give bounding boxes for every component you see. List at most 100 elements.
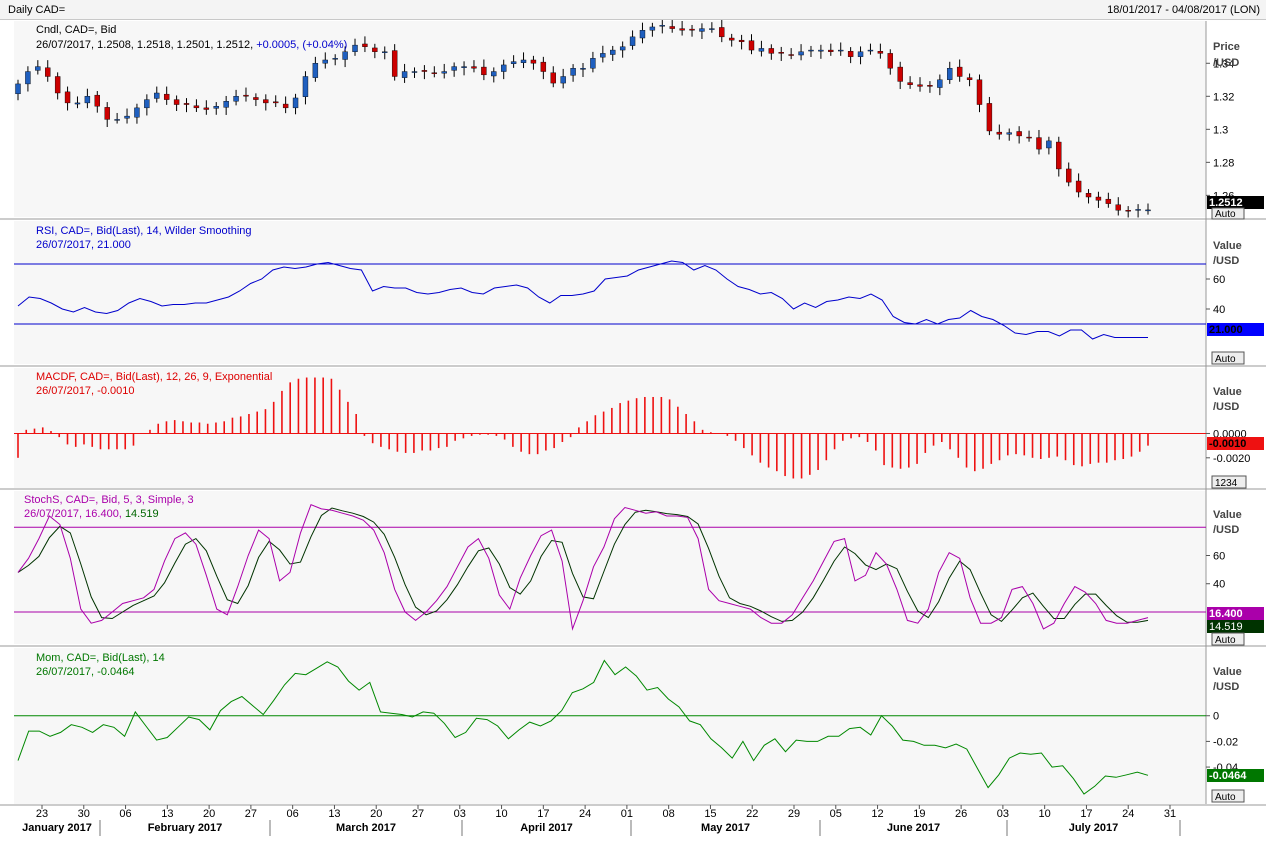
rsi-panel[interactable] <box>14 221 1206 364</box>
x-day-tick-label: 03 <box>997 808 1009 820</box>
macd-last-value: -0.0010 <box>1209 438 1246 450</box>
candle-body <box>411 71 418 73</box>
candle-body <box>114 119 120 121</box>
chart-canvas[interactable]: 1.261.281.31.321.3440600.0000-0.00204060… <box>0 20 1266 853</box>
x-day-tick-label: 12 <box>871 808 883 820</box>
candle-body <box>173 99 180 105</box>
candle-body <box>213 106 219 109</box>
mom-line <box>17 659 1149 795</box>
candle-body <box>649 26 656 31</box>
candle-body <box>451 66 457 71</box>
rsi-ytick-label: 40 <box>1213 304 1225 316</box>
window-title: Daily CAD= <box>8 4 66 16</box>
candle-body <box>560 76 566 84</box>
x-day-tick-label: 17 <box>537 808 549 820</box>
rsi-axis-title: Value <box>1213 240 1242 252</box>
stoch-axis-unit: /USD <box>1213 524 1239 536</box>
mom-auto-label: Auto <box>1215 792 1236 803</box>
candle-body <box>223 101 229 108</box>
price-auto-button[interactable] <box>1211 207 1245 220</box>
candle-body <box>104 107 110 120</box>
rsi-header: RSI, CAD=, Bid(Last), 14, Wilder Smoothi… <box>36 225 252 237</box>
rsi-ytick-label: 60 <box>1213 274 1225 286</box>
candle-body <box>312 63 319 78</box>
mom-ytick-label: 0 <box>1213 711 1219 723</box>
macd-scale-button[interactable] <box>1211 475 1247 489</box>
candle-body <box>986 103 993 132</box>
candle-body <box>1115 204 1121 211</box>
rsi-line <box>17 260 1148 340</box>
price-last-value-badge <box>1207 196 1264 209</box>
candle-body <box>659 25 665 27</box>
x-day-tick-label: 24 <box>1122 808 1134 820</box>
x-day-tick-label: 17 <box>1080 808 1092 820</box>
price-header: Cndl, CAD=, Bid <box>36 24 116 36</box>
x-day-tick-label: 24 <box>579 808 591 820</box>
candle-body <box>976 79 983 105</box>
candle-body <box>818 49 824 52</box>
price-ytick-label: 1.28 <box>1213 157 1234 169</box>
x-day-tick-label: 22 <box>746 808 758 820</box>
candle-body <box>391 50 398 77</box>
candle-body <box>590 58 596 69</box>
price-last-value: 1.2512 <box>1209 197 1243 209</box>
candle-body <box>64 91 71 104</box>
candle-body <box>847 51 854 57</box>
x-day-tick-label: 20 <box>203 808 215 820</box>
candle-body <box>699 28 705 32</box>
right-axis-background <box>1206 21 1266 804</box>
candle-body <box>15 83 21 95</box>
candle-body <box>35 66 41 71</box>
candle-body <box>94 94 100 107</box>
candle-body <box>600 53 606 58</box>
price-panel[interactable] <box>14 21 1206 217</box>
candle-body <box>332 58 338 60</box>
candle-body <box>431 72 438 74</box>
candle-body <box>253 97 259 100</box>
candle-body <box>273 101 279 104</box>
macd-axis-title: Value <box>1213 386 1242 398</box>
stoch-auto-button[interactable] <box>1211 632 1245 646</box>
candle-body <box>808 49 814 52</box>
macd-value-line: 26/07/2017, -0.0010 <box>36 385 134 397</box>
stoch-k-value-badge <box>1207 607 1264 620</box>
candle-body <box>1066 168 1072 183</box>
candle-body <box>570 68 576 76</box>
macd-header: MACDF, CAD=, Bid(Last), 12, 26, 9, Expon… <box>36 371 272 383</box>
candle-body <box>183 103 190 105</box>
macd-scale-label: 1234 <box>1215 478 1238 489</box>
rsi-last-value-badge <box>1207 323 1264 336</box>
candle-body <box>481 66 487 76</box>
rsi-auto-button[interactable] <box>1211 351 1245 365</box>
candle-body <box>1016 131 1022 137</box>
candle-body <box>233 96 239 102</box>
candle-body <box>709 28 715 30</box>
candle-body <box>540 61 547 72</box>
x-day-tick-label: 29 <box>788 808 800 820</box>
candle-body <box>758 48 765 52</box>
candle-body <box>947 68 953 80</box>
x-day-tick-label: 10 <box>1039 808 1051 820</box>
window-title-bar: Daily CAD= 18/01/2017 - 04/08/2017 (LON) <box>0 0 1266 20</box>
x-day-tick-label: 06 <box>287 808 299 820</box>
x-day-tick-label: 10 <box>495 808 507 820</box>
stoch-ytick-label: 40 <box>1213 579 1225 591</box>
macd-panel[interactable] <box>14 368 1206 488</box>
candle-body <box>748 40 755 51</box>
candle-body <box>580 68 586 70</box>
stoch-panel[interactable] <box>14 491 1206 644</box>
candle-body <box>54 76 61 94</box>
mom-panel[interactable] <box>14 648 1206 804</box>
x-day-tick-label: 30 <box>78 808 90 820</box>
candle-body <box>1125 210 1131 212</box>
x-day-tick-label: 19 <box>913 808 925 820</box>
candle-body <box>639 30 646 39</box>
mom-auto-button[interactable] <box>1211 789 1245 803</box>
x-day-tick-label: 01 <box>621 808 633 820</box>
candle-body <box>778 52 784 54</box>
candle-body <box>342 51 348 60</box>
candle-body <box>520 59 527 63</box>
candle-body <box>689 28 695 31</box>
stoch-k-last-value: 16.400 <box>1209 608 1243 620</box>
candle-body <box>1095 196 1102 201</box>
